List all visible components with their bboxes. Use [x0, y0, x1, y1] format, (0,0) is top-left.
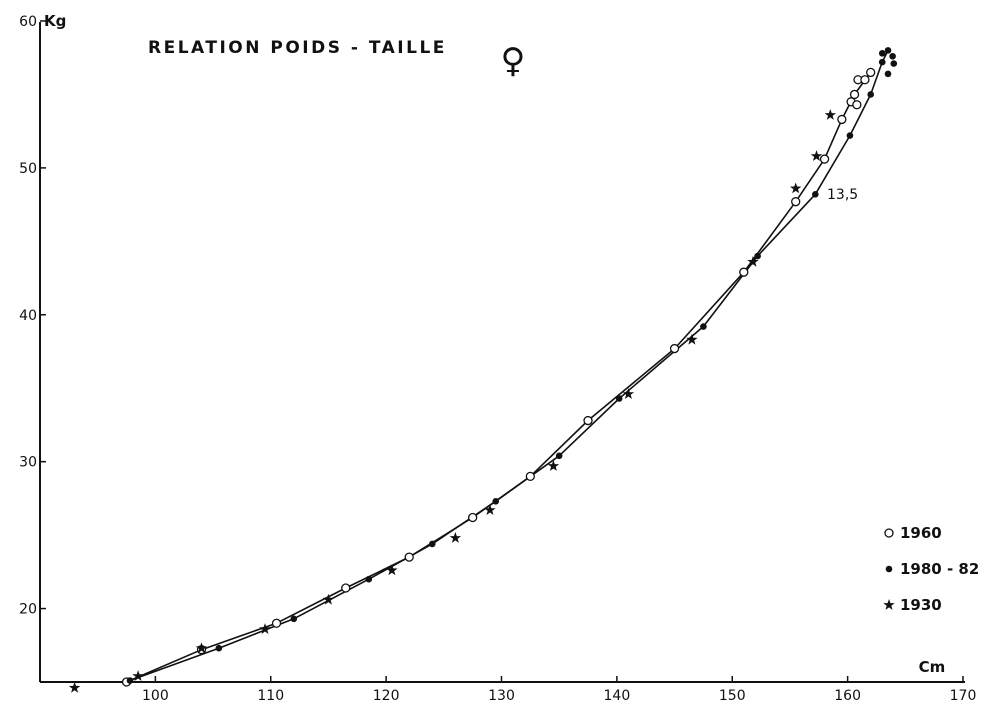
data-point-s2-9	[622, 388, 635, 399]
data-point-s1-18	[890, 60, 898, 67]
data-point-s1-5	[492, 498, 500, 505]
y-tick-label-30: 30	[19, 455, 37, 471]
data-point-s1-11	[846, 132, 854, 139]
legend-label-1980-82: 1980 - 82	[900, 560, 979, 578]
legend-marker-1980-82	[885, 565, 893, 573]
data-point-s0-10	[791, 197, 801, 207]
data-point-s1-6	[555, 452, 563, 460]
legend-marker-1930	[883, 599, 895, 610]
x-axis-label: Cm	[919, 658, 946, 676]
data-point-s2-12	[790, 182, 802, 194]
data-point-s1-17	[884, 70, 892, 78]
legend-label-1960: 1960	[900, 524, 942, 542]
data-point-s0-18	[866, 67, 876, 78]
x-tick-label-100: 100	[142, 688, 169, 703]
series-lines	[126, 50, 889, 683]
series-line-1	[129, 50, 889, 682]
data-point-s0-3	[341, 583, 351, 593]
data-point-s2-4	[322, 593, 335, 605]
y-axis-label: Kg	[44, 12, 66, 30]
data-point-s1-14	[878, 50, 886, 57]
x-tick-label-140: 140	[604, 688, 631, 703]
data-point-s2-13	[810, 150, 823, 161]
y-ticks: 20 30 40 50 60	[19, 14, 46, 618]
data-point-s0-9	[739, 267, 749, 277]
data-point-s1-4	[428, 540, 436, 548]
data-point-s0-7	[583, 415, 593, 426]
y-tick-label-40: 40	[19, 308, 37, 324]
data-point-s2-3	[259, 623, 271, 634]
data-point-s1-15	[884, 47, 892, 54]
data-point-s0-11	[819, 154, 830, 164]
data-point-s2-1	[132, 670, 144, 681]
data-point-s2-6	[449, 532, 462, 543]
female-symbol: ♀	[501, 41, 526, 81]
data-point-s2-2	[195, 642, 208, 654]
data-point-s1-16	[889, 52, 896, 60]
data-point-s2-0	[68, 681, 81, 693]
data-point-s0-6	[525, 471, 535, 482]
y-tick-label-50: 50	[19, 161, 37, 177]
data-point-s2-10	[686, 333, 698, 345]
data-point-s0-2	[271, 618, 282, 628]
data-point-s1-10	[812, 191, 819, 198]
data-point-s1-1	[215, 644, 223, 652]
y-tick-label-20: 20	[19, 602, 37, 618]
legend-symbol-2	[883, 599, 895, 610]
series-line-0	[126, 71, 872, 683]
x-tick-label-150: 150	[719, 688, 746, 703]
data-point-s1-0	[126, 677, 134, 684]
data-point-s1-8	[700, 323, 707, 330]
data-point-s1-13	[878, 58, 886, 66]
x-tick-label-160: 160	[834, 688, 861, 703]
data-point-s0-17	[860, 75, 870, 85]
data-point-s2-7	[484, 504, 496, 515]
data-point-s2-14	[824, 109, 836, 120]
data-point-s2-8	[547, 460, 560, 471]
data-point-s0-4	[404, 552, 414, 562]
data-point-s2-11	[747, 255, 759, 267]
data-point-s0-12	[837, 114, 847, 125]
x-tick-label-120: 120	[373, 688, 400, 703]
x-ticks: 100 110 120 130 140 150 160 170	[142, 676, 976, 703]
data-point-s1-9	[754, 252, 761, 260]
legend-label-1930: 1930	[900, 596, 942, 614]
data-point-s0-8	[669, 343, 680, 354]
data-point-s1-3	[365, 575, 373, 583]
data-point-s1-7	[615, 395, 623, 402]
chart-title: RELATION POIDS - TAILLE	[148, 38, 447, 58]
legend-symbol-0	[884, 528, 894, 538]
data-point-s0-5	[468, 512, 478, 523]
annotation-13-5: 13,5	[827, 187, 858, 203]
x-tick-label-130: 130	[488, 688, 515, 703]
legend-marker-1960	[884, 528, 894, 538]
data-point-s0-15	[852, 100, 862, 110]
data-point-s1-2	[290, 615, 298, 623]
y-tick-label-60: 60	[19, 14, 37, 30]
data-point-s2-5	[386, 564, 398, 576]
legend: 1960 1980 - 82 1930	[883, 524, 979, 614]
x-tick-label-170: 170	[950, 688, 977, 703]
legend-symbol-1	[885, 565, 893, 573]
x-tick-label-110: 110	[257, 688, 284, 703]
data-point-s0-14	[849, 89, 860, 100]
series-points	[68, 47, 898, 693]
data-point-s1-12	[867, 91, 874, 98]
